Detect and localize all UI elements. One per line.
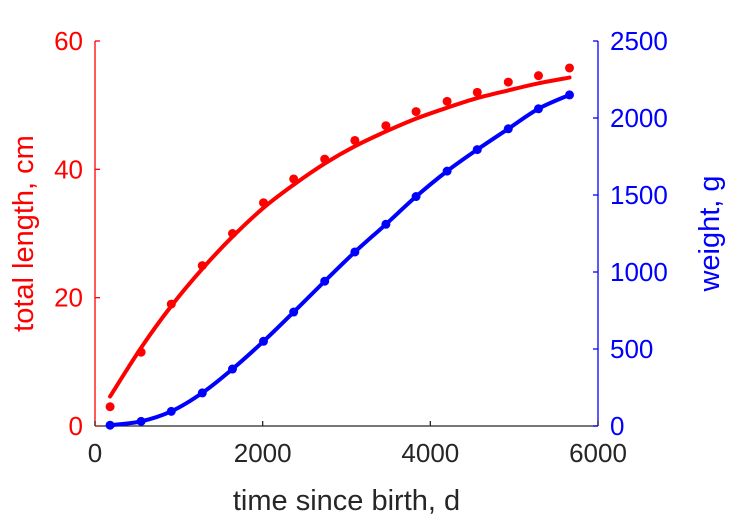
length-observed-point bbox=[227, 229, 237, 238]
length-observed-point bbox=[564, 63, 574, 73]
length-observed-point bbox=[503, 77, 513, 87]
weight-observed-point bbox=[411, 192, 421, 202]
weight-fit-line bbox=[108, 92, 572, 428]
weight-observed-point bbox=[259, 336, 269, 346]
length-observed-point bbox=[442, 96, 452, 106]
length-observed-point bbox=[105, 402, 115, 412]
weight-observed-point bbox=[442, 166, 452, 176]
length-observed-point bbox=[381, 121, 391, 131]
x-tick-label: 0 bbox=[88, 438, 102, 468]
series-layer bbox=[105, 63, 574, 430]
length-observed-point bbox=[259, 198, 269, 208]
y-left-tick-label: 0 bbox=[69, 411, 83, 441]
length-observed-point bbox=[350, 135, 360, 145]
length-observed-point bbox=[411, 107, 421, 117]
length-observed-point bbox=[533, 71, 543, 81]
weight-observed-point bbox=[105, 420, 115, 430]
weight-observed-point bbox=[533, 104, 543, 114]
x-tick-label: 2000 bbox=[234, 438, 292, 468]
length-observed-point bbox=[289, 174, 299, 184]
y-right-tick-label: 1500 bbox=[610, 180, 668, 210]
weight-observed-point bbox=[289, 307, 299, 317]
weight-observed-point bbox=[136, 416, 146, 426]
weight-observed-point bbox=[564, 90, 574, 100]
x-tick-label: 4000 bbox=[401, 438, 459, 468]
length-observed-point bbox=[320, 154, 330, 164]
length-fit-line bbox=[108, 75, 572, 399]
length-observed-point bbox=[197, 261, 207, 271]
y-left-tick-label: 20 bbox=[54, 283, 83, 313]
weight-observed-point bbox=[320, 276, 330, 286]
weight-observed-point bbox=[503, 124, 513, 134]
y-right-tick-label: 2500 bbox=[610, 26, 668, 56]
length-observed-point bbox=[472, 87, 482, 97]
y-left-axis-title: total length, cm bbox=[8, 135, 40, 332]
weight-observed-point bbox=[381, 219, 391, 229]
y-right-tick-label: 500 bbox=[610, 334, 653, 364]
y-right-axis-title: weight, g bbox=[694, 175, 726, 292]
y-left-tick-label: 60 bbox=[54, 26, 83, 56]
y-left-tick-label: 40 bbox=[54, 154, 83, 184]
weight-observed-point bbox=[472, 145, 482, 155]
y-right-tick-label: 2000 bbox=[610, 103, 668, 133]
y-right-tick-label: 0 bbox=[610, 411, 624, 441]
weight-observed-point bbox=[197, 388, 207, 398]
y-right-tick-label: 1000 bbox=[610, 257, 668, 287]
length-observed-point bbox=[136, 347, 146, 357]
length-observed-point bbox=[166, 299, 176, 309]
x-axis-title: time since birth, d bbox=[233, 485, 460, 517]
weight-observed-point bbox=[227, 364, 237, 374]
weight-observed-point bbox=[166, 406, 176, 416]
weight-observed-point bbox=[350, 247, 360, 257]
x-tick-label: 6000 bbox=[569, 438, 627, 468]
